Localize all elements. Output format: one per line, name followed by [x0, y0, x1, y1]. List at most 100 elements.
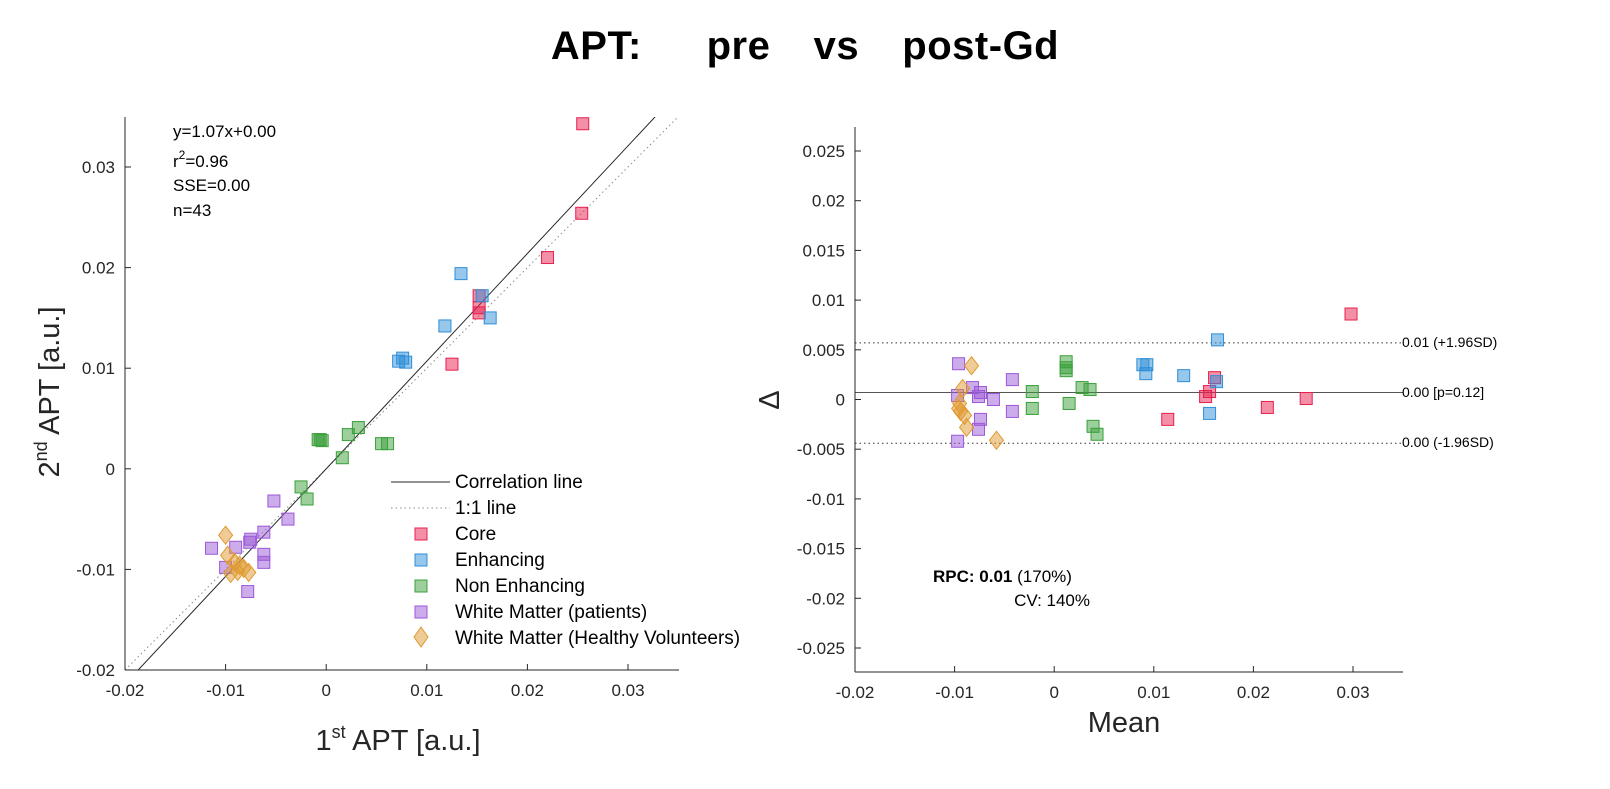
- correlation-x-tick-label: -0.01: [206, 681, 245, 700]
- identity-line: [125, 117, 679, 670]
- correlation-x-tick-label: 0.03: [611, 681, 644, 700]
- stats-equation: y=1.07x+0.00: [173, 122, 276, 141]
- correlation-y-tick-label: 0.03: [82, 158, 115, 177]
- correlation-point-white-matter-patients: [281, 512, 295, 526]
- correlation-x-axis-label: 1st APT [a.u.]: [315, 722, 480, 757]
- legend-non-enhancing-label: Non Enhancing: [455, 576, 585, 597]
- bland-altman-point-white-matter-patients: [951, 434, 965, 448]
- correlation-point-non-enhancing: [294, 480, 308, 494]
- bland-altman-y-tick-label: -0.015: [797, 540, 845, 559]
- stats-sse: SSE=0.00: [173, 176, 250, 195]
- correlation-x-tick-label: 0.02: [511, 681, 544, 700]
- correlation-legend: Correlation line 1:1 line Core Enhancing…: [391, 472, 740, 649]
- correlation-y-tick-label: 0.01: [82, 359, 115, 378]
- legend-wm-patients-label: White Matter (patients): [455, 602, 647, 623]
- mean-diff-label: 0.00 [p=0.12]: [1402, 384, 1484, 400]
- bland-altman-point-non-enhancing: [1025, 401, 1039, 415]
- bland-altman-point-white-matter-patients: [1005, 404, 1019, 418]
- bland-altman-y-axis-label: Δ: [754, 390, 786, 409]
- correlation-point-non-enhancing: [351, 421, 365, 435]
- bland-altman-point-core: [1260, 400, 1274, 414]
- bland-altman-point-white-matter-patients: [972, 422, 986, 436]
- correlation-point-white-matter-patients: [229, 540, 243, 554]
- bland-altman-point-enhancing: [1211, 333, 1225, 347]
- correlation-point-white-matter-patients: [257, 555, 271, 569]
- correlation-x-tick-label: 0: [321, 681, 330, 700]
- legend-wm-healthy-label: White Matter (Healthy Volunteers): [455, 628, 740, 649]
- bland-altman-x-tick-label: 0.02: [1237, 683, 1270, 702]
- bland-altman-point-core: [1344, 307, 1358, 321]
- correlation-point-non-enhancing: [381, 437, 395, 451]
- bland-altman-point-non-enhancing: [1062, 396, 1076, 410]
- correlation-line: [137, 117, 656, 670]
- correlation-plot-lines: [125, 117, 679, 670]
- correlation-point-white-matter-patients: [267, 494, 281, 508]
- bland-altman-x-tick-label: -0.02: [836, 683, 875, 702]
- upper-limit-label: 0.01 (+1.96SD): [1402, 334, 1497, 350]
- correlation-x-tick-label: -0.02: [106, 681, 145, 700]
- correlation-point-core: [472, 306, 486, 320]
- correlation-y-tick-label: -0.01: [76, 560, 115, 579]
- correlation-y-tick-label: 0.02: [82, 259, 115, 278]
- legend-wm-healthy-swatch: [413, 626, 429, 648]
- bland-altman-y-tick-label: 0.015: [802, 241, 845, 260]
- correlation-point-white-matter-healthy: [241, 562, 257, 583]
- correlation-plot-axes: -0.02 -0.01 0 0.01 0.02 0.03 -0.02 -0.01 0 0.01 0.…: [76, 117, 679, 700]
- correlation-point-white-matter-healthy: [222, 563, 239, 584]
- correlation-point-enhancing: [399, 355, 413, 369]
- legend-core-label: Core: [455, 524, 496, 545]
- bland-altman-point-core: [1161, 412, 1175, 426]
- bland-altman-plot: -0.02 -0.01 0 0.01 0.02 0.03 0.025 0.02 0.015 0.0…: [754, 127, 1497, 739]
- bland-altman-point-white-matter-patients: [986, 393, 1000, 406]
- correlation-point-non-enhancing: [341, 428, 355, 442]
- correlation-point-core: [541, 251, 555, 265]
- bland-altman-point-white-matter-patients: [1005, 373, 1019, 387]
- cv-annotation: CV: 140%: [1014, 591, 1090, 610]
- bland-altman-x-axis-label: Mean: [1088, 707, 1161, 739]
- legend-enhancing-label: Enhancing: [455, 550, 545, 571]
- stats-n: n=43: [173, 201, 211, 220]
- bland-altman-y-tick-label: -0.005: [797, 440, 845, 459]
- correlation-point-core: [445, 357, 459, 371]
- correlation-point-non-enhancing: [335, 451, 349, 465]
- correlation-point-white-matter-patients: [257, 525, 271, 539]
- bland-altman-point-non-enhancing: [1025, 385, 1039, 399]
- bland-altman-reference-lines: [855, 342, 1403, 444]
- bland-altman-point-enhancing: [1210, 375, 1224, 389]
- bland-altman-point-enhancing: [1203, 406, 1217, 420]
- correlation-x-tick-label: 0.01: [410, 681, 443, 700]
- figure-title: APT: pre vs post-Gd: [550, 24, 1060, 68]
- bland-altman-point-white-matter-patients: [972, 390, 986, 404]
- legend-correlation-line-label: Correlation line: [455, 472, 583, 493]
- correlation-point-white-matter-patients: [241, 585, 255, 599]
- correlation-plot: -0.02 -0.01 0 0.01 0.02 0.03 -0.02 -0.01 0 0.01 0.…: [31, 117, 740, 757]
- bland-altman-x-tick-label: 0: [1049, 683, 1058, 702]
- correlation-y-axis-label: 2nd APT [a.u.]: [31, 306, 66, 477]
- correlation-point-enhancing: [454, 267, 468, 281]
- correlation-point-core: [575, 206, 589, 220]
- correlation-plot-markers: [205, 117, 590, 599]
- bland-altman-point-core: [1199, 390, 1213, 404]
- correlation-point-enhancing: [475, 289, 489, 303]
- bland-altman-axes: -0.02 -0.01 0 0.01 0.02 0.03 0.025 0.02 0.015 0.0…: [797, 127, 1403, 702]
- correlation-point-white-matter-healthy: [217, 525, 234, 546]
- bland-altman-point-enhancing: [1177, 369, 1191, 383]
- bland-altman-point-white-matter-healthy: [958, 417, 975, 438]
- bland-altman-y-tick-label: 0.01: [812, 291, 845, 310]
- legend-non-enhancing-swatch: [414, 579, 428, 593]
- correlation-point-white-matter-patients: [243, 535, 257, 549]
- correlation-point-enhancing: [483, 311, 497, 325]
- correlation-point-white-matter-patients: [205, 541, 219, 555]
- legend-enhancing-swatch: [414, 553, 428, 567]
- bland-altman-point-enhancing: [1139, 367, 1153, 381]
- bland-altman-point-white-matter-healthy: [988, 430, 1005, 451]
- bland-altman-x-tick-label: 0.01: [1137, 683, 1170, 702]
- bland-altman-y-tick-label: 0.005: [802, 341, 845, 360]
- bland-altman-markers: [950, 307, 1358, 451]
- legend-wm-patients-swatch: [414, 605, 428, 619]
- bland-altman-x-tick-label: 0.03: [1336, 683, 1369, 702]
- correlation-point-enhancing: [438, 319, 452, 333]
- bland-altman-x-tick-label: -0.01: [935, 683, 974, 702]
- bland-altman-point-non-enhancing: [1059, 364, 1073, 378]
